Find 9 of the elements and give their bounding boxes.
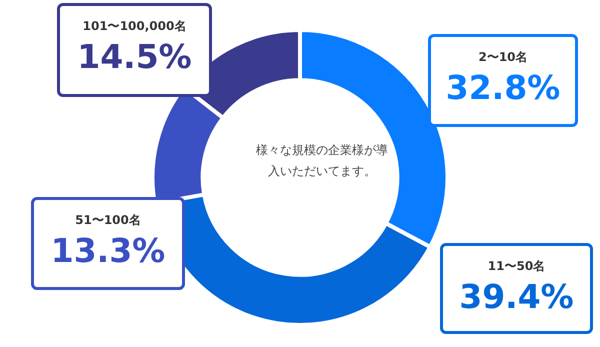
data-label: 14.5%: [76, 36, 193, 78]
data-label: 32.8%: [444, 67, 562, 109]
slice-label: 51〜100名: [74, 212, 142, 229]
data-label: 13.3%: [50, 230, 166, 272]
slice-label: 11〜50名: [486, 258, 546, 275]
data-label: 39.4%: [458, 276, 575, 318]
slice-label: 101〜100,000名: [82, 18, 188, 35]
text: 様々な規模の企業様が導入いただいてます。: [255, 142, 389, 180]
slice-label: 2〜10名: [477, 49, 529, 66]
